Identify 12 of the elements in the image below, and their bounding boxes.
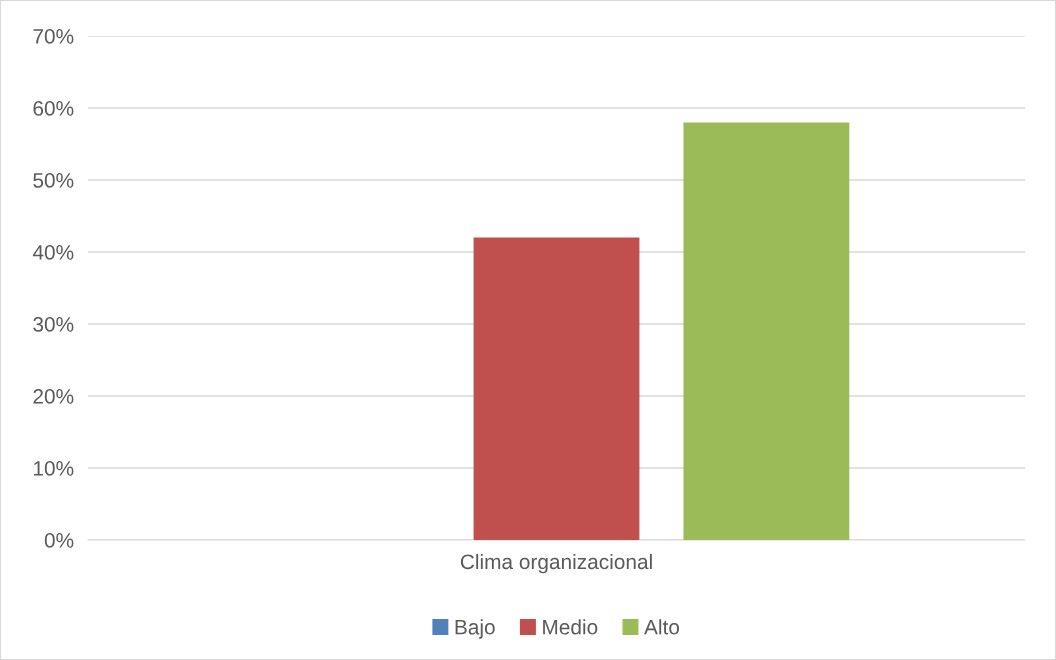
x-tick-label: Clima organizacional xyxy=(460,553,652,574)
y-tick-label: 70% xyxy=(33,29,74,44)
legend-label: Alto xyxy=(644,619,680,635)
y-tick-label: 20% xyxy=(33,389,74,404)
y-tick-label: 50% xyxy=(33,173,74,188)
legend-label: Medio xyxy=(543,619,598,635)
legend-label: Bajo xyxy=(455,619,495,639)
y-tick-label: 0% xyxy=(44,533,74,548)
y-tick-label: 30% xyxy=(33,317,74,332)
y-tick-label: 60% xyxy=(33,101,74,116)
y-tick-label: 10% xyxy=(34,461,74,476)
y-tick-label: 40% xyxy=(32,245,74,260)
